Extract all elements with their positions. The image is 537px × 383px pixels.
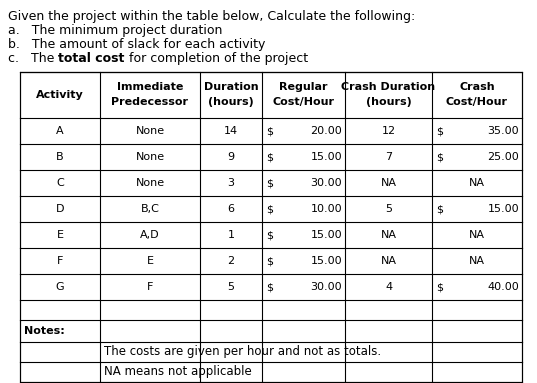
- Text: None: None: [135, 152, 164, 162]
- Text: Activity: Activity: [36, 90, 84, 100]
- Text: Notes:: Notes:: [24, 326, 65, 336]
- Text: A,D: A,D: [140, 230, 160, 240]
- Text: G: G: [56, 282, 64, 292]
- Text: $: $: [266, 230, 273, 240]
- Text: (hours): (hours): [208, 97, 254, 107]
- Text: None: None: [135, 126, 164, 136]
- Text: E: E: [56, 230, 63, 240]
- Text: A: A: [56, 126, 64, 136]
- Text: $: $: [436, 152, 443, 162]
- Text: $: $: [436, 204, 443, 214]
- Text: b.   The amount of slack for each activity: b. The amount of slack for each activity: [8, 38, 265, 51]
- Text: 2: 2: [228, 256, 235, 266]
- Text: $: $: [266, 282, 273, 292]
- Text: 14: 14: [224, 126, 238, 136]
- Text: 20.00: 20.00: [310, 126, 342, 136]
- Text: $: $: [266, 152, 273, 162]
- Text: Duration: Duration: [204, 82, 258, 92]
- Text: $: $: [266, 204, 273, 214]
- Text: 5: 5: [228, 282, 235, 292]
- Text: 4: 4: [385, 282, 392, 292]
- Text: NA: NA: [381, 178, 396, 188]
- Text: c.   The: c. The: [8, 52, 59, 65]
- Text: Regular: Regular: [279, 82, 328, 92]
- Text: D: D: [56, 204, 64, 214]
- Text: None: None: [135, 178, 164, 188]
- Text: 35.00: 35.00: [488, 126, 519, 136]
- Text: NA: NA: [469, 178, 485, 188]
- Text: 25.00: 25.00: [487, 152, 519, 162]
- Text: C: C: [56, 178, 64, 188]
- Text: 7: 7: [385, 152, 392, 162]
- Text: 15.00: 15.00: [310, 230, 342, 240]
- Text: $: $: [436, 282, 443, 292]
- Text: The costs are given per hour and not as totals.: The costs are given per hour and not as …: [104, 345, 381, 358]
- Text: $: $: [266, 178, 273, 188]
- Bar: [20, 72, 522, 382]
- Text: 5: 5: [385, 204, 392, 214]
- Text: 10.00: 10.00: [310, 204, 342, 214]
- Text: Predecessor: Predecessor: [112, 97, 188, 107]
- Text: NA: NA: [469, 230, 485, 240]
- Text: total cost: total cost: [59, 52, 125, 65]
- Text: NA: NA: [381, 256, 396, 266]
- Text: 40.00: 40.00: [487, 282, 519, 292]
- Text: 30.00: 30.00: [310, 178, 342, 188]
- Text: a.   The minimum project duration: a. The minimum project duration: [8, 24, 222, 37]
- Text: Given the project within the table below, Calculate the following:: Given the project within the table below…: [8, 10, 415, 23]
- Text: 15.00: 15.00: [310, 152, 342, 162]
- Text: F: F: [147, 282, 153, 292]
- Text: 15.00: 15.00: [310, 256, 342, 266]
- Text: NA means not applicable: NA means not applicable: [104, 365, 252, 378]
- Text: 12: 12: [381, 126, 396, 136]
- Text: 1: 1: [228, 230, 235, 240]
- Text: 3: 3: [228, 178, 235, 188]
- Text: 30.00: 30.00: [310, 282, 342, 292]
- Text: Cost/Hour: Cost/Hour: [272, 97, 335, 107]
- Text: NA: NA: [469, 256, 485, 266]
- Text: 6: 6: [228, 204, 235, 214]
- Text: Immediate: Immediate: [117, 82, 183, 92]
- Text: F: F: [57, 256, 63, 266]
- Text: Crash: Crash: [459, 82, 495, 92]
- Text: E: E: [147, 256, 154, 266]
- Text: NA: NA: [381, 230, 396, 240]
- Text: $: $: [436, 126, 443, 136]
- Text: for completion of the project: for completion of the project: [125, 52, 308, 65]
- Text: Cost/Hour: Cost/Hour: [446, 97, 508, 107]
- Text: $: $: [266, 256, 273, 266]
- Text: $: $: [266, 126, 273, 136]
- Text: B,C: B,C: [141, 204, 159, 214]
- Text: 9: 9: [228, 152, 235, 162]
- Text: Crash Duration: Crash Duration: [342, 82, 436, 92]
- Text: (hours): (hours): [366, 97, 411, 107]
- Text: B: B: [56, 152, 64, 162]
- Text: 15.00: 15.00: [488, 204, 519, 214]
